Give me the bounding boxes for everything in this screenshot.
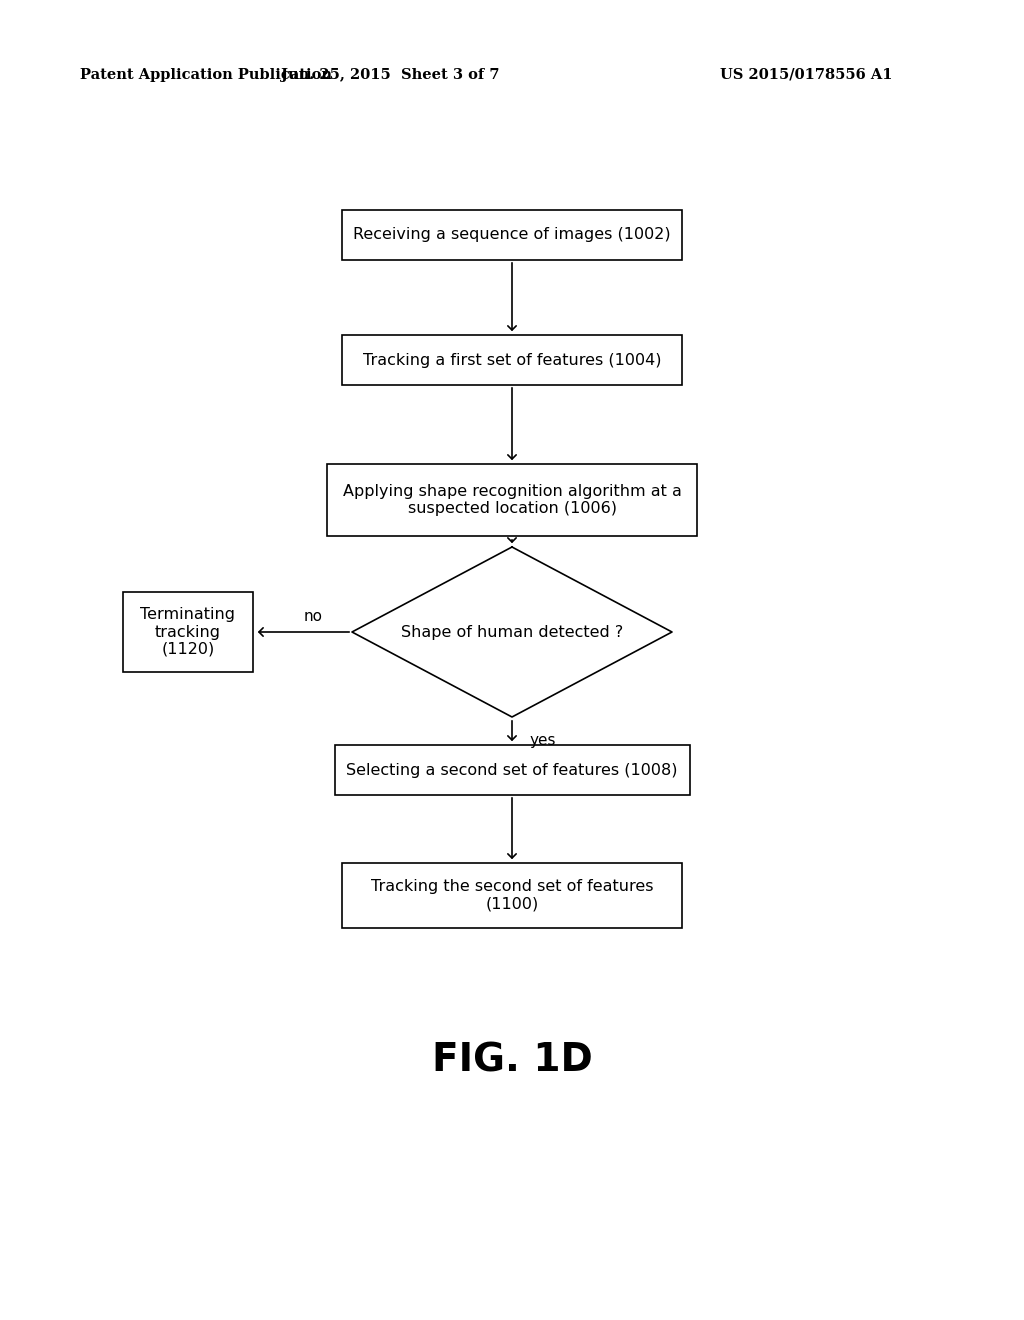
Text: Shape of human detected ?: Shape of human detected ? xyxy=(400,624,624,639)
Bar xyxy=(335,744,689,795)
Text: FIG. 1D: FIG. 1D xyxy=(432,1041,592,1078)
Text: Patent Application Publication: Patent Application Publication xyxy=(80,69,332,82)
Text: Applying shape recognition algorithm at a
suspected location (1006): Applying shape recognition algorithm at … xyxy=(343,484,681,516)
Polygon shape xyxy=(352,546,672,717)
Text: Tracking a first set of features (1004): Tracking a first set of features (1004) xyxy=(362,352,662,367)
Bar xyxy=(327,465,697,536)
Text: Jun. 25, 2015  Sheet 3 of 7: Jun. 25, 2015 Sheet 3 of 7 xyxy=(281,69,500,82)
Text: yes: yes xyxy=(530,734,556,748)
Bar xyxy=(342,862,682,928)
Text: Receiving a sequence of images (1002): Receiving a sequence of images (1002) xyxy=(353,227,671,243)
Text: no: no xyxy=(304,609,323,624)
Text: Terminating
tracking
(1120): Terminating tracking (1120) xyxy=(140,607,236,657)
Bar xyxy=(123,591,253,672)
Text: US 2015/0178556 A1: US 2015/0178556 A1 xyxy=(720,69,893,82)
Bar xyxy=(342,335,682,385)
Bar xyxy=(342,210,682,260)
Text: Selecting a second set of features (1008): Selecting a second set of features (1008… xyxy=(346,763,678,777)
Text: Tracking the second set of features
(1100): Tracking the second set of features (110… xyxy=(371,879,653,911)
